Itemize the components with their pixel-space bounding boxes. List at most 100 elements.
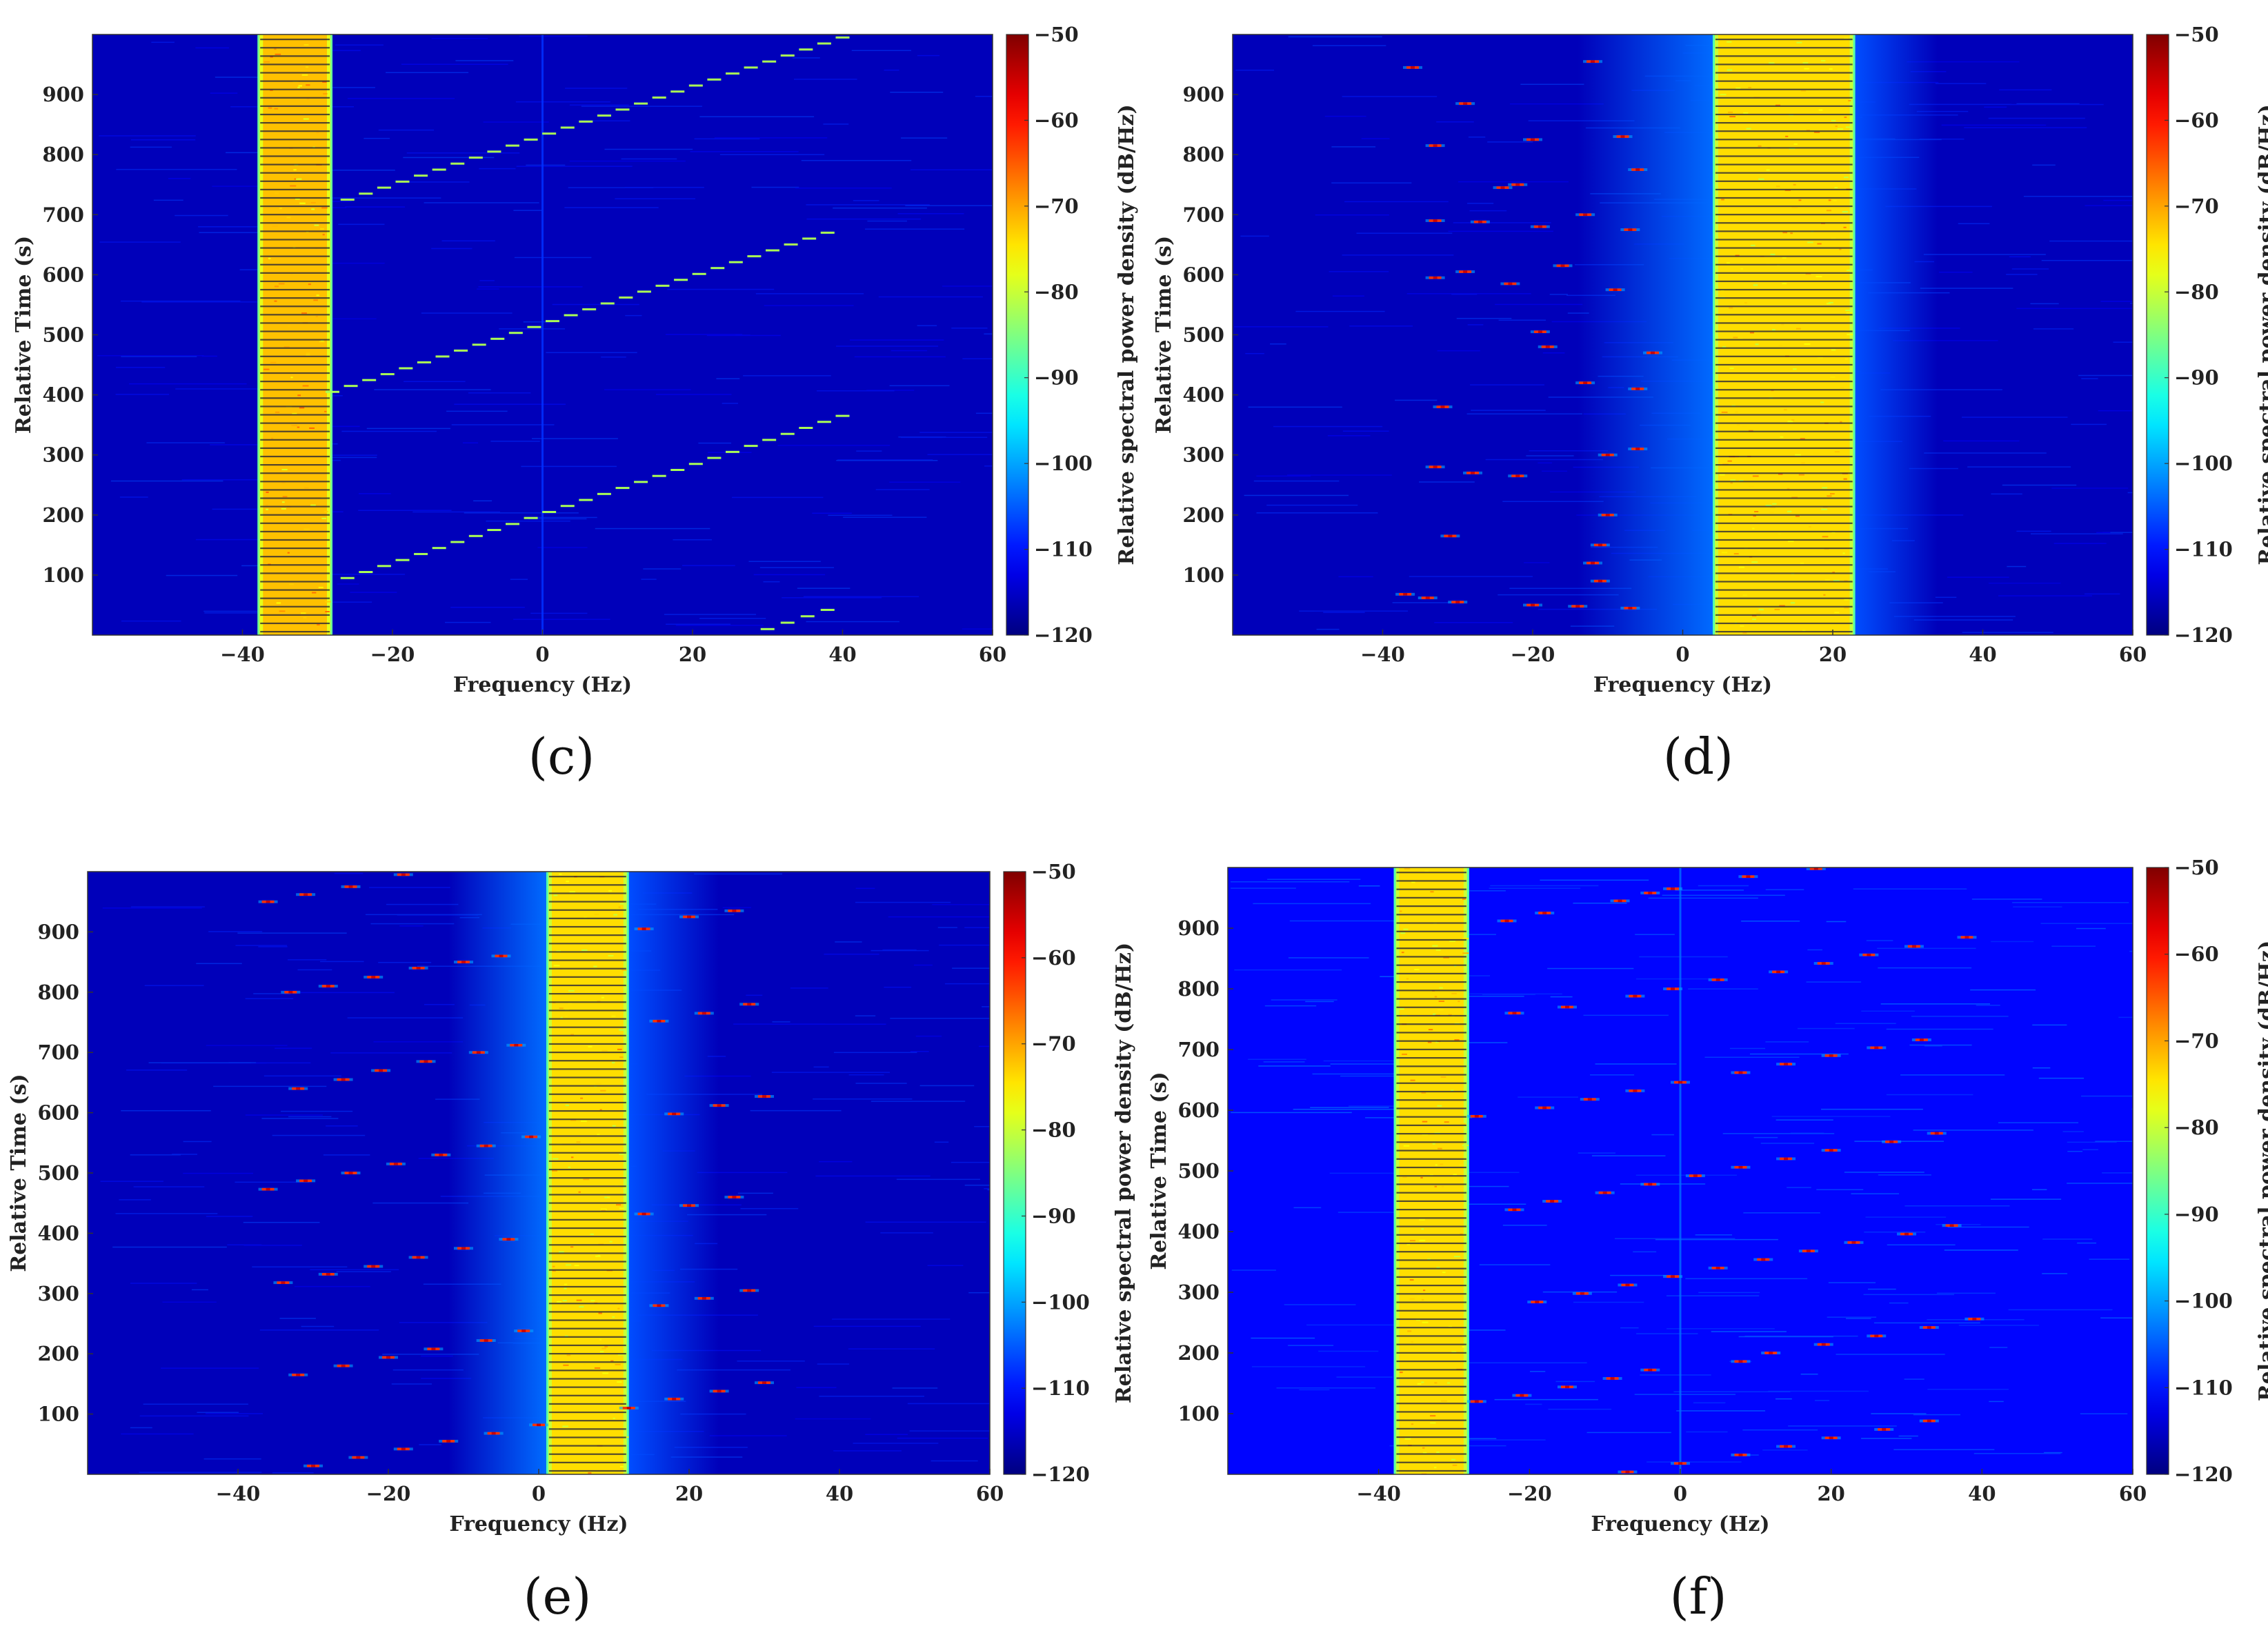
chirp-point — [597, 492, 611, 495]
y-tick-label: 500 — [1177, 1159, 1220, 1183]
chirp-point — [344, 385, 358, 388]
chirp-point — [634, 481, 648, 483]
chirp-point — [615, 487, 630, 490]
x-tick-label: 0 — [535, 643, 549, 666]
chirp-point — [326, 390, 339, 393]
chirp-point — [762, 60, 777, 63]
spectrogram-panel-c: −40 −20 0 20 40 60 100 200 300 400 500 600 700 800 900… — [12, 23, 1139, 785]
chirp-point — [508, 332, 523, 334]
y-tick-label: 500 — [42, 323, 84, 347]
chirp-point — [524, 138, 538, 141]
y-tick-label: 600 — [37, 1101, 79, 1125]
chirp-point — [600, 302, 615, 305]
x-tick-label: −20 — [370, 643, 415, 666]
chirp-point — [546, 320, 559, 323]
y-tick-label: 500 — [1182, 323, 1224, 347]
colorbar-tick-label: −60 — [2174, 108, 2219, 132]
y-tick-label: 300 — [1182, 443, 1224, 467]
chirp-point — [707, 78, 722, 81]
y-tick-label: 700 — [42, 203, 84, 226]
colorbar-tick-label: −80 — [2174, 280, 2219, 303]
y-tick-label: 200 — [42, 503, 84, 527]
chirp-point — [579, 499, 593, 501]
chirp-point — [542, 510, 557, 513]
y-tick-label: 100 — [1182, 563, 1224, 587]
y-tick-label: 600 — [1177, 1099, 1220, 1122]
x-tick-label: 20 — [679, 643, 706, 666]
x-tick-label: 0 — [1673, 1482, 1687, 1505]
chirp-point — [634, 102, 648, 105]
chirp-point — [817, 421, 831, 423]
chirp-point — [506, 144, 519, 147]
y-tick-label: 500 — [37, 1161, 79, 1185]
y-tick-label: 800 — [1182, 143, 1224, 166]
signal-band — [1713, 34, 1856, 635]
colorbar-tick-label: −90 — [1034, 366, 1079, 390]
colorbar-tick-label: −60 — [1031, 946, 1076, 970]
y-tick-label: 900 — [42, 83, 84, 106]
y-tick-label: 200 — [1177, 1341, 1220, 1365]
chirp-point — [340, 199, 355, 201]
chirp-point — [560, 126, 575, 129]
x-tick-label: −40 — [216, 1482, 261, 1505]
colorbar-tick-label: −120 — [2174, 623, 2233, 647]
colorbar-tick-label: −90 — [2174, 1203, 2219, 1226]
chirp-point — [487, 529, 501, 532]
colorbar-tick-label: −90 — [2174, 366, 2219, 390]
y-tick-label: 800 — [37, 981, 79, 1004]
y-tick-label: 900 — [1177, 916, 1220, 940]
colorbar-tick-label: −110 — [2174, 538, 2233, 561]
y-axis-label: Relative Time (s) — [7, 1074, 31, 1272]
chirp-point — [340, 576, 355, 579]
heatmap-area — [1228, 867, 2133, 1474]
colorbar-label: Relative spectral power density (dB/Hz) — [2255, 104, 2268, 565]
x-axis-label: Frequency (Hz) — [1591, 1512, 1769, 1536]
colorbar-tick-label: −110 — [1034, 538, 1093, 561]
y-tick-label: 700 — [1177, 1038, 1220, 1061]
x-axis-label: Frequency (Hz) — [453, 673, 632, 697]
x-tick-label: 40 — [828, 643, 856, 666]
colorbar-tick-label: −70 — [2174, 194, 2219, 218]
heatmap-area — [92, 34, 993, 635]
y-tick-label: 700 — [1182, 203, 1224, 226]
colorbar-tick-label: −110 — [1031, 1376, 1090, 1400]
chirp-point — [780, 54, 795, 57]
y-tick-label: 400 — [37, 1221, 79, 1245]
colorbar — [1006, 34, 1029, 636]
chirp-point — [799, 427, 813, 430]
colorbar-label: Relative spectral power density (dB/Hz) — [1112, 943, 1136, 1403]
spectrogram-panel-e: −40 −20 0 20 40 60 100 200 300 400 500 600 700 800 900… — [7, 860, 1136, 1625]
y-tick-label: 800 — [1177, 977, 1220, 1001]
chirp-point — [454, 349, 468, 352]
chirp-point — [674, 279, 688, 281]
chirp-point — [835, 36, 850, 39]
x-tick-label: −20 — [1511, 643, 1555, 666]
y-tick-label: 200 — [1182, 503, 1224, 527]
x-tick-label: 40 — [1968, 1482, 1996, 1505]
colorbar-tick-label: −70 — [2174, 1029, 2219, 1052]
chirp-point — [615, 108, 630, 111]
chirp-point — [468, 157, 483, 159]
chirp-point — [688, 84, 703, 87]
chirp-point — [432, 168, 446, 171]
colorbar-tick-label: −100 — [2174, 452, 2233, 475]
x-tick-label: 60 — [2119, 1482, 2147, 1505]
colorbar-tick-label: −120 — [1034, 623, 1093, 647]
colorbar-tick-label: −50 — [1031, 860, 1076, 883]
spectral-haze — [628, 872, 719, 1474]
chirp-point — [472, 343, 486, 346]
heatmap-area — [88, 872, 990, 1474]
chirp-point — [619, 296, 633, 299]
y-tick-label: 400 — [1182, 383, 1224, 407]
spectrogram-panel-d: −40 −20 0 20 40 60 100 200 300 400 500 600 700 800 900… — [1152, 23, 2268, 785]
colorbar — [1003, 871, 1026, 1475]
signal-band — [546, 872, 629, 1474]
y-axis-label: Relative Time (s) — [1152, 236, 1176, 434]
x-tick-label: 20 — [675, 1482, 703, 1505]
y-axis-label: Relative Time (s) — [1147, 1072, 1171, 1270]
chirp-point — [395, 559, 410, 561]
colorbar-tick-label: −70 — [1034, 194, 1079, 218]
x-tick-label: −20 — [366, 1482, 411, 1505]
chirp-point — [817, 42, 831, 45]
